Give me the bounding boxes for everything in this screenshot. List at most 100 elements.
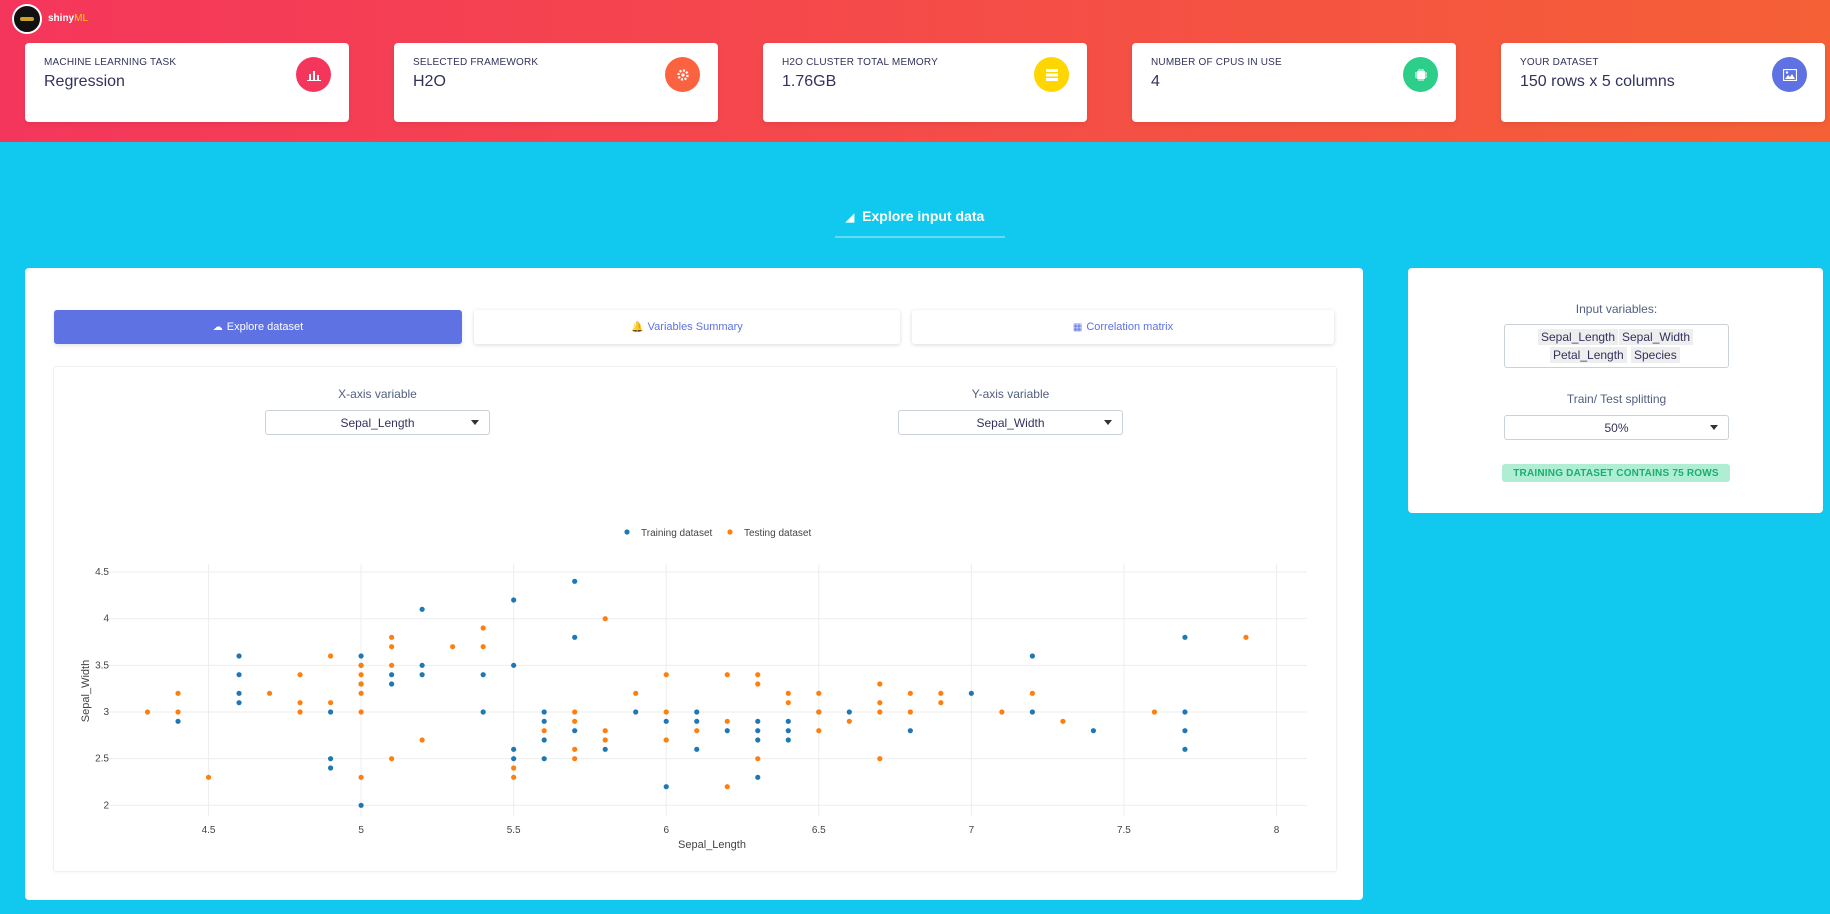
tab-explore-dataset[interactable]: ☁ Explore dataset	[54, 310, 462, 344]
data-point	[846, 718, 852, 724]
data-point	[877, 700, 883, 706]
stat-card-framework: SELECTED FRAMEWORK H2O	[394, 43, 718, 122]
data-point	[297, 672, 303, 678]
stat-card-cpus: NUMBER OF CPUS IN USE 4	[1132, 43, 1456, 122]
x-axis-title: Sepal_Length	[678, 839, 746, 851]
stat-value: 4	[1151, 73, 1160, 90]
bar-chart-icon	[296, 57, 331, 92]
section-title-text: Explore input data	[862, 208, 985, 224]
data-point	[358, 681, 364, 687]
data-point	[999, 709, 1005, 715]
stat-value: H2O	[413, 73, 446, 90]
split-value: 50%	[1604, 420, 1629, 435]
stat-card-memory: H2O CLUSTER TOTAL MEMORY 1.76GB	[763, 43, 1087, 122]
data-point	[297, 709, 303, 715]
main-panel	[25, 268, 1363, 900]
data-point	[1060, 718, 1066, 724]
variable-tag[interactable]: Petal_Length	[1550, 347, 1627, 363]
data-point	[785, 700, 791, 706]
data-point	[358, 653, 364, 659]
data-point	[541, 728, 547, 734]
stat-label: H2O CLUSTER TOTAL MEMORY	[782, 57, 938, 68]
y-tick-label: 3	[103, 707, 109, 718]
data-point	[572, 756, 578, 762]
x-tick-label: 6	[663, 825, 669, 836]
data-point	[419, 672, 425, 678]
data-point	[1182, 746, 1188, 752]
data-point	[1090, 728, 1097, 734]
section-title: ◢ Explore input data	[0, 208, 1830, 224]
input-variables-select[interactable]: Sepal_Length Sepal_Width Petal_Length Sp…	[1504, 324, 1729, 368]
data-point	[907, 709, 913, 715]
data-point	[541, 718, 547, 724]
data-point	[327, 709, 334, 715]
cog-icon	[665, 57, 700, 92]
data-point	[327, 756, 334, 762]
data-point	[175, 690, 181, 696]
data-point	[755, 728, 761, 734]
data-point	[327, 700, 334, 706]
x-tick-label: 4.5	[202, 825, 216, 836]
data-point	[236, 653, 242, 659]
brand-text: shiny	[48, 13, 75, 24]
bell-icon: 🔔	[631, 321, 644, 333]
app-logo[interactable]	[12, 4, 42, 34]
data-point	[572, 728, 578, 734]
data-point	[480, 644, 486, 650]
data-point	[480, 625, 486, 631]
data-point	[816, 690, 822, 696]
variable-tag[interactable]: Species	[1631, 347, 1680, 363]
data-point	[602, 746, 608, 752]
legend-label: Training dataset	[641, 528, 713, 539]
data-point	[389, 644, 395, 650]
data-point	[480, 672, 486, 678]
server-icon	[1034, 57, 1069, 92]
x-axis-select[interactable]: Sepal_Length	[265, 410, 490, 435]
x-tick-label: 6.5	[812, 825, 826, 836]
data-point	[816, 709, 822, 715]
data-point	[358, 709, 364, 715]
y-tick-label: 3.5	[95, 660, 109, 671]
data-point	[419, 662, 425, 668]
tab-label: Correlation matrix	[1086, 321, 1174, 333]
tab-correlation-matrix[interactable]: ▦ Correlation matrix	[912, 310, 1334, 344]
data-point	[450, 644, 456, 650]
data-point	[1243, 634, 1249, 640]
cloud-upload-icon: ☁	[212, 321, 223, 333]
data-point	[572, 746, 578, 752]
y-tick-label: 4.5	[95, 567, 109, 578]
split-select[interactable]: 50%	[1504, 415, 1729, 440]
x-tick-label: 5	[358, 825, 364, 836]
data-point	[755, 737, 761, 743]
data-point	[389, 756, 395, 762]
data-point	[358, 672, 364, 678]
data-point	[755, 718, 761, 724]
variable-tag[interactable]: Sepal_Length	[1538, 329, 1619, 345]
calendar-icon: ▦	[1072, 321, 1083, 333]
y-tick-label: 4	[103, 614, 109, 625]
data-point	[938, 700, 944, 706]
data-point	[602, 737, 608, 743]
tab-variables-summary[interactable]: 🔔 Variables Summary	[474, 310, 900, 344]
legend-label: Testing dataset	[744, 528, 811, 539]
data-point	[602, 616, 608, 622]
data-point	[663, 784, 669, 790]
y-tick-label: 2	[103, 800, 109, 811]
stat-value: Regression	[44, 73, 125, 90]
data-point	[236, 690, 242, 696]
data-point	[938, 690, 944, 696]
data-point	[327, 765, 334, 771]
data-point	[755, 756, 761, 762]
variable-tag[interactable]: Sepal_Width	[1619, 329, 1694, 345]
x-tick-label: 8	[1274, 825, 1280, 836]
stat-label: MACHINE LEARNING TASK	[44, 57, 177, 68]
data-point	[663, 672, 669, 678]
data-point	[755, 681, 761, 687]
data-point	[724, 672, 730, 678]
data-point	[1182, 709, 1188, 715]
y-axis-select[interactable]: Sepal_Width	[898, 410, 1123, 435]
data-point	[877, 756, 883, 762]
data-point	[511, 765, 517, 771]
scatter-plot[interactable]: 4.5 5 5.5 6 6.5 7 7.5 8 2 2.5 3 3.5 4 4.5 Sepal_Length…	[53, 510, 1335, 870]
data-point	[358, 662, 364, 668]
